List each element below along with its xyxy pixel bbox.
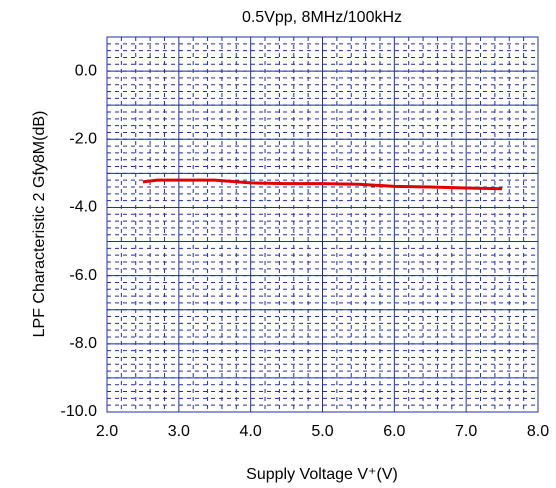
y-tick-label: -2.0	[69, 130, 97, 147]
y-tick-label: -6.0	[69, 267, 97, 284]
chart-title: 0.5Vpp, 8MHz/100kHz	[242, 9, 402, 26]
x-tick-label: 4.0	[240, 423, 262, 440]
x-axis-title: Supply Voltage V⁺(V)	[246, 466, 398, 483]
y-tick-label: -10.0	[61, 403, 98, 420]
x-tick-label: 7.0	[455, 423, 477, 440]
x-tick-label: 6.0	[383, 423, 405, 440]
y-tick-label: 0.0	[75, 62, 97, 79]
x-tick-label: 2.0	[96, 423, 118, 440]
plot-frame	[106, 36, 539, 413]
x-tick-label: 8.0	[527, 423, 549, 440]
y-axis-title: LPF Characteristic 2 Gfy8M(dB)	[31, 111, 48, 338]
y-tick-label: -8.0	[69, 335, 97, 352]
y-tick-label: -4.0	[69, 199, 97, 216]
x-tick-label: 5.0	[311, 423, 333, 440]
data-line	[142, 178, 503, 191]
x-tick-label: 3.0	[168, 423, 190, 440]
